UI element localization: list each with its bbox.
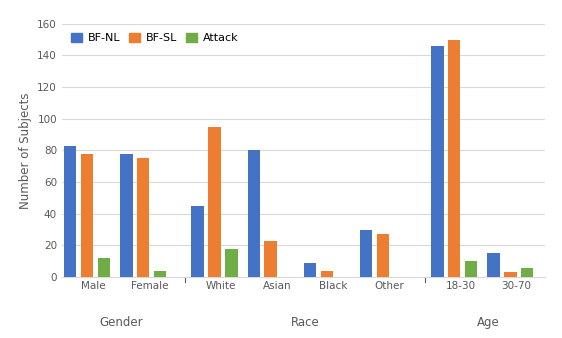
Bar [303, 263, 316, 277]
Bar [137, 158, 149, 277]
Bar [487, 254, 500, 277]
Bar [265, 241, 277, 277]
Bar [81, 153, 93, 277]
Bar [154, 271, 166, 277]
Bar [192, 206, 204, 277]
Text: Race: Race [291, 316, 319, 329]
Bar [521, 268, 533, 277]
Text: Age: Age [477, 316, 500, 329]
Bar [377, 234, 389, 277]
Text: Gender: Gender [99, 316, 143, 329]
Bar [448, 40, 460, 277]
Bar [465, 261, 477, 277]
Y-axis label: Number of Subjects: Number of Subjects [19, 92, 31, 209]
Bar [120, 153, 133, 277]
Bar [98, 258, 110, 277]
Bar [320, 271, 333, 277]
Bar [504, 272, 516, 277]
Bar [225, 249, 238, 277]
Bar [64, 146, 76, 277]
Bar [360, 230, 372, 277]
Legend: BF-NL, BF-SL, Attack: BF-NL, BF-SL, Attack [67, 29, 242, 46]
Bar [248, 150, 260, 277]
Bar [209, 127, 221, 277]
Bar [431, 46, 443, 277]
